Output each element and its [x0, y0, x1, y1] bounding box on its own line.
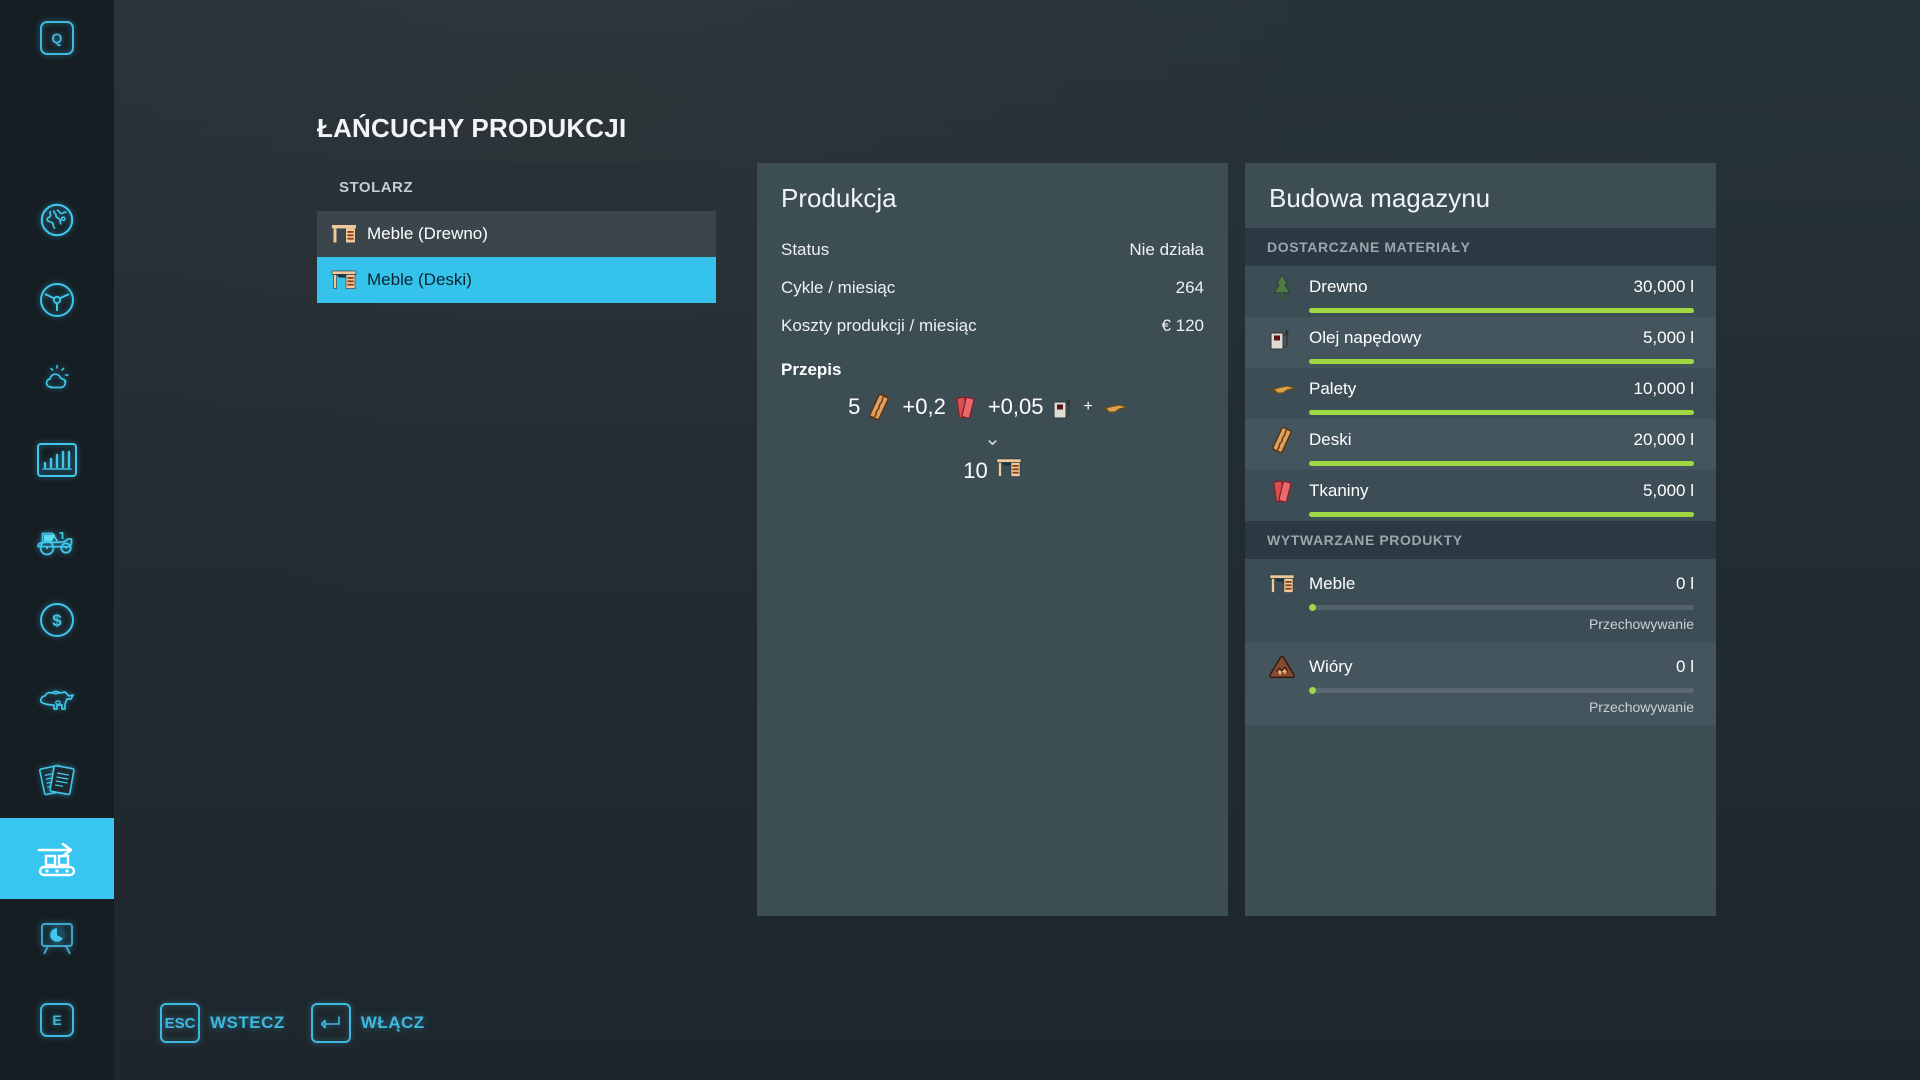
svg-text:Q: Q [52, 30, 63, 46]
svg-text:E: E [52, 1012, 61, 1028]
svg-text:$: $ [52, 611, 62, 630]
